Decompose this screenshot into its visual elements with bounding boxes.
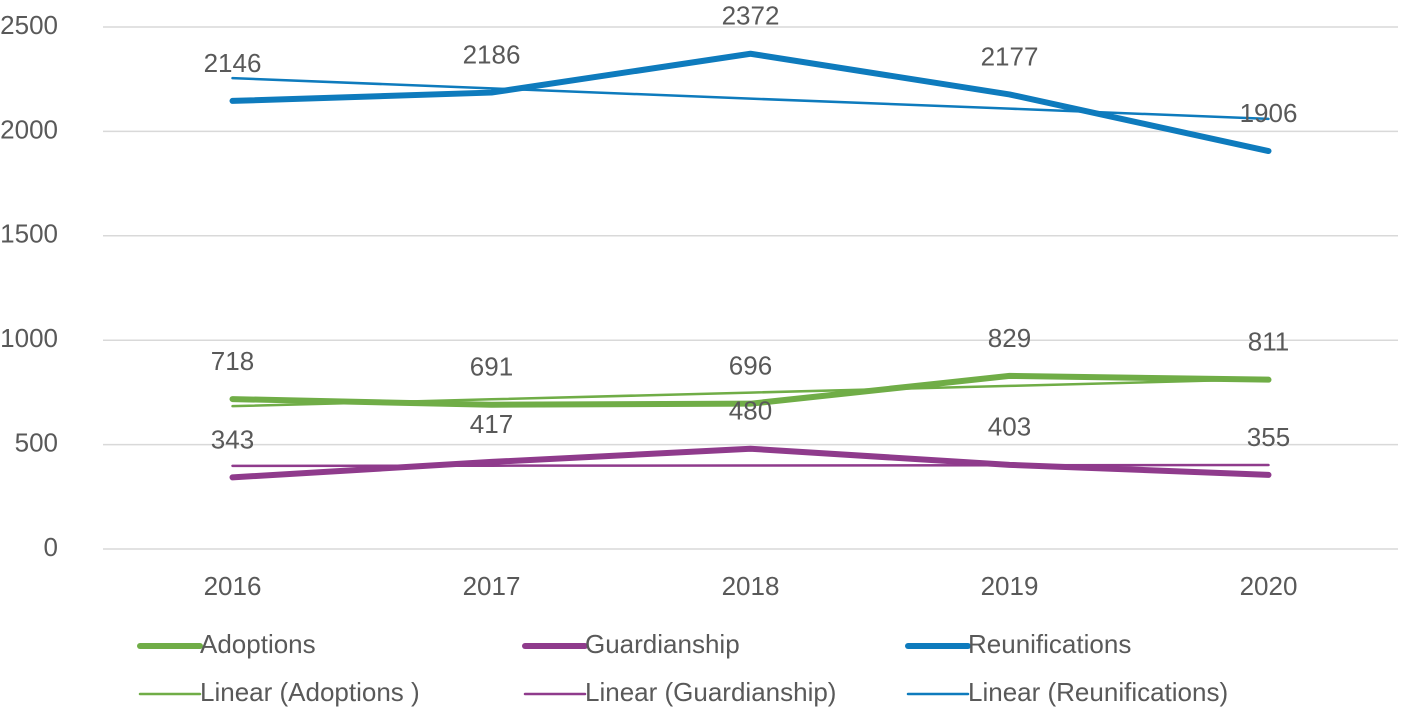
series-line	[229, 445, 1272, 481]
y-tick-label: 2000	[0, 114, 58, 144]
legend-label: Adoptions	[200, 629, 316, 659]
x-tick-label: 2018	[722, 571, 780, 601]
data-label: 403	[988, 412, 1031, 442]
y-tick-label: 2500	[0, 10, 58, 40]
data-label: 343	[211, 424, 254, 454]
x-tick-label: 2020	[1240, 571, 1298, 601]
data-label: 355	[1247, 422, 1290, 452]
x-tick-label: 2019	[981, 571, 1039, 601]
data-label: 811	[1248, 327, 1289, 357]
legend-label: Linear (Guardianship)	[585, 677, 836, 707]
data-label: 1906	[1240, 98, 1298, 128]
data-label: 2146	[204, 48, 262, 78]
y-tick-label: 500	[15, 427, 58, 457]
x-tick-label: 2017	[463, 571, 521, 601]
data-label: 417	[470, 409, 513, 439]
data-label: 480	[729, 396, 772, 426]
legend-label: Linear (Adoptions )	[200, 677, 420, 707]
legend-label: Reunifications	[968, 629, 1131, 659]
data-label: 2177	[981, 41, 1039, 71]
y-tick-label: 0	[44, 532, 58, 562]
legend-label: Guardianship	[585, 629, 740, 659]
data-label: 2186	[463, 39, 521, 69]
data-label: 691	[470, 352, 513, 382]
data-label: 2372	[722, 1, 780, 31]
y-tick-label: 1500	[0, 219, 58, 249]
data-label: 696	[729, 351, 772, 381]
legend-label: Linear (Reunifications)	[968, 677, 1228, 707]
series-line	[229, 372, 1272, 408]
series-line	[229, 50, 1272, 155]
y-tick-label: 1000	[0, 323, 58, 353]
x-tick-label: 2016	[204, 571, 262, 601]
data-label: 829	[988, 323, 1031, 353]
data-label: 718	[211, 346, 254, 376]
